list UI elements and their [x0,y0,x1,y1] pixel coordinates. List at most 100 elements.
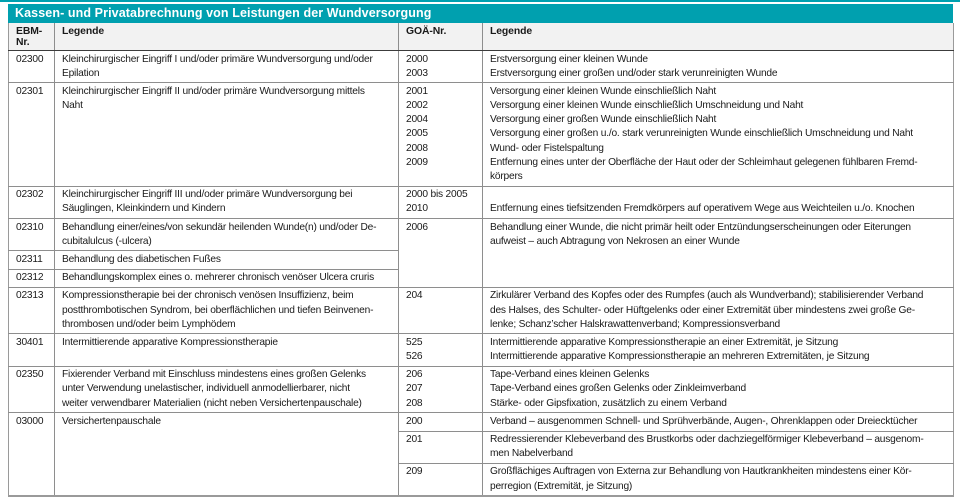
ebm-legend-cell: Kleinchirurgischer Eingriff I und/oder p… [54,50,399,83]
goae-legend-line: Intermittierende apparative Kompressions… [490,351,870,363]
goae-legend-line: Behandlung einer Wunde, die nicht primär… [490,221,911,233]
goae-number-cell: 206 207 208 [398,365,483,413]
ebm-number-text: 02350 [16,369,44,381]
ebm-number-text: 02313 [16,290,44,302]
goae-legend-line: Versorgung einer großen Wunde einschließ… [490,114,717,126]
goae-legend-line: Verband – ausgenommen Schnell- und Sprüh… [490,415,918,427]
goae-legend-line: Stärke- oder Gipsfixation, zusätzlich zu… [490,397,727,409]
ebm-legend-line: Behandlungskomplex eines o. mehrerer chr… [62,272,374,284]
goae-number-cell: 525 526 [398,333,483,367]
ebm-legend-cell: Kleinchirurgischer Eingriff III und/oder… [54,185,399,219]
table-row-02313: 02313 Kompressionstherapie bei der chron… [8,286,954,334]
ebm-legend-cell: Kleinchirurgischer Eingriff II und/oder … [54,82,399,187]
goae-number-cell: 209 [398,462,483,497]
ebm-number-text: 02310 [16,221,44,233]
goae-number: 525 [406,336,423,348]
ebm-number: 02350 [8,365,55,413]
goae-number: 206 [406,369,423,381]
goae-legend-line: des Halses, des Schulter- oder Hüftgelen… [490,304,915,316]
ebm-number: 02312 [8,268,55,288]
ebm-legend-cell: Behandlung einer/eines/von sekundär heil… [54,218,399,251]
ebm-legend-line: thrombosen und/oder beim Lymphödem [62,318,236,330]
goae-number-cell: 2000 2003 [398,50,483,83]
goae-legend-line: Zirkulärer Verband des Kopfes oder des R… [490,290,924,302]
goae-number: 2003 [406,67,428,79]
goae-legend-line: Redressierender Klebeverband des Brustko… [490,434,924,445]
ebm-legend-line: Fixierender Verband mit Einschluss minde… [62,369,366,381]
goae-number-cell: 2001 2002 2004 2005 2008 2009 [398,82,483,187]
goae-number: 2000 bis 2005 [406,189,468,201]
ebm-number: 03000 [8,412,55,497]
ebm-number-text: 02300 [16,53,44,65]
ebm-number: 02302 [8,185,55,219]
ebm-legend-line: cubitalulcus (-ulcera) [62,235,152,247]
ebm-legend-line: Behandlung des diabetischen Fußes [62,253,221,265]
ebm-number-text: 30401 [16,336,44,348]
goae-legend-line: Tape-Verband eines kleinen Gelenks [490,369,650,381]
column-header-legende-ebm: Legende [54,23,399,51]
goae-number-cell: 201 [398,430,483,464]
ebm-legend-line: Kleinchirurgischer Eingriff I und/oder p… [62,53,373,65]
goae-legend-line: körpers [490,171,523,182]
goae-number: 200 [406,415,423,427]
ebm-legend-line: weiter verwendbarer Materialien (nicht n… [62,397,362,409]
table-body: 02300 Kleinchirurgischer Eingriff I und/… [8,50,954,497]
goae-legend-line: Tape-Verband eines großen Gelenks oder Z… [490,383,746,395]
goae-number-cell: 2006 [398,218,483,288]
table-header: EBM-Nr. Legende GOÄ-Nr. Legende [8,23,954,51]
goae-number-cell: 204 [398,286,483,334]
goae-legend-line: aufweist – auch Abtragung von Nekrosen a… [490,235,740,247]
ebm-number-text: 03000 [16,415,44,427]
ebm-number: 30401 [8,333,55,367]
goae-legend-cell: Zirkulärer Verband des Kopfes oder des R… [482,286,954,334]
table-row-03000-sub-201: 201 Redressierender Klebeverband des Bru… [9,430,954,464]
ebm-legend-line: Kleinchirurgischer Eingriff II und/oder … [62,85,365,97]
ebm-legend-cell: Behandlungskomplex eines o. mehrerer chr… [54,268,399,288]
goae-number: 204 [406,290,423,302]
goae-legend-line: Versorgung einer großen u./o. stark veru… [490,128,913,140]
ebm-legend-line: Naht [62,100,83,112]
goae-number: 526 [406,351,423,363]
goae-legend-cell: Erstversorgung einer kleinen Wunde Erstv… [482,50,954,83]
ebm-number-text: 02302 [16,189,44,201]
ebm-legend-line: unter Verwendung unelastischer, individu… [62,383,350,395]
goae-legend-line: perregion (Extremität, je Sitzung) [490,480,633,492]
ebm-number: 02313 [8,286,55,334]
ebm-legend-line: Intermittierende apparative Kompressions… [62,336,278,348]
goae-legend-line: Entfernung eines unter der Oberfläche de… [490,156,918,168]
ebm-number-text: 02301 [16,85,44,97]
goae-legend-cell: Großflächiges Auftragen von Externa zur … [482,462,954,497]
goae-legend-line: Großflächiges Auftragen von Externa zur … [490,466,912,478]
ebm-legend-line: Versichertenpauschale [62,415,161,427]
ebm-legend-cell: Fixierender Verband mit Einschluss minde… [54,365,399,413]
goae-legend-line: Intermittierende apparative Kompressions… [490,336,839,348]
ebm-number: 02301 [8,82,55,187]
table-row-02300: 02300 Kleinchirurgischer Eingriff I und/… [9,50,954,83]
goae-number: 2005 [406,128,428,140]
ebm-legend-line: postthrombotischen Syndrom, bei oberfläc… [62,304,374,316]
top-accent-strip [0,0,960,2]
header-row: EBM-Nr. Legende GOÄ-Nr. Legende [8,23,954,51]
table-row-02350: 02350 Fixierender Verband mit Einschluss… [8,365,954,413]
ebm-number-text: 02312 [16,272,44,284]
ebm-legend-line: Kleinchirurgischer Eingriff III und/oder… [62,189,353,201]
table-row-02302: 02302 Kleinchirurgischer Eingriff III un… [8,185,954,219]
goae-legend-line: Erstversorgung einer kleinen Wunde [490,53,648,65]
goae-legend-line: lenke; Schanz’scher Halskrawattenverband… [490,318,781,330]
goae-legend-cell: Verband – ausgenommen Schnell- und Sprüh… [482,412,954,431]
goae-legend-cell: Tape-Verband eines kleinen Gelenks Tape-… [482,365,954,413]
table-row-02301: 02301 Kleinchirurgischer Eingriff II und… [8,82,954,187]
goae-legend-line: Erstversorgung einer großen und/oder sta… [490,67,778,79]
goae-number: 209 [406,466,423,478]
goae-number: 2004 [406,114,428,126]
goae-legend-line: men Nabelverband [490,448,573,460]
column-header-ebm-nr: EBM-Nr. [8,23,55,51]
table-row-02312: 02312 Behandlungskomplex eines o. mehrer… [8,268,954,288]
goae-number-cell: 200 [398,412,483,431]
ebm-legend-cell: Intermittierende apparative Kompressions… [54,333,399,367]
goae-number: 2010 [406,203,428,215]
table-row-03000-sub-200: 03000 Versichertenpauschale 200 Verband … [8,412,954,497]
goae-number: 201 [406,434,423,445]
ebm-legend-cell: Versichertenpauschale [54,412,399,497]
goae-legend-cell: Entfernung eines tiefsitzenden Fremdkörp… [482,185,954,219]
